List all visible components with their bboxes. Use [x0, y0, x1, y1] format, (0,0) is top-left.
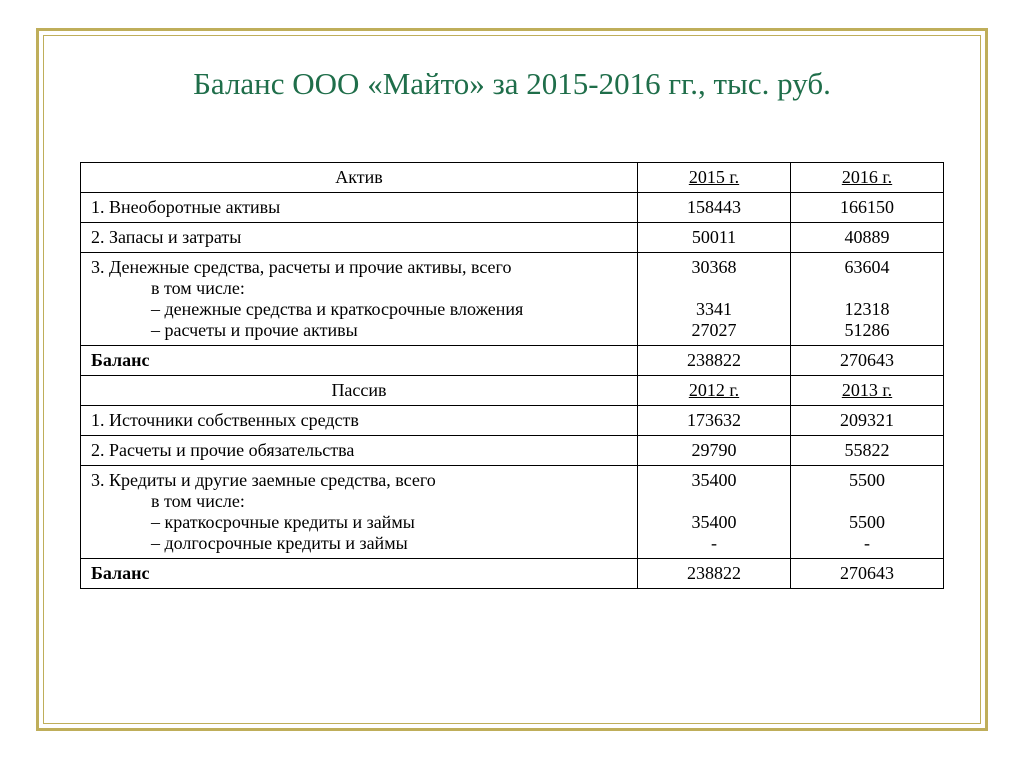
cell-value: 5500 [849, 470, 885, 490]
aktiv-year-2: 2016 г. [791, 163, 944, 193]
passiv-r2-label: 2. Расчеты и прочие обязательства [81, 436, 638, 466]
passiv-r3-v1: 35400 35400 - [638, 466, 791, 559]
passiv-r3-v2: 5500 5500 - [791, 466, 944, 559]
aktiv-r1-v1: 158443 [638, 193, 791, 223]
passiv-r3-sub1: – краткосрочные кредиты и займы [91, 512, 627, 533]
passiv-r3-sub2: – долгосрочные кредиты и займы [91, 533, 627, 554]
table-row: 1. Источники собственных средств 173632 … [81, 406, 944, 436]
aktiv-r3-sub2: – расчеты и прочие активы [91, 320, 627, 341]
aktiv-r3-sub: в том числе: [91, 278, 627, 299]
passiv-r1-v1: 173632 [638, 406, 791, 436]
cell-value: 27027 [692, 320, 737, 340]
outer-frame: Баланс ООО «Майто» за 2015-2016 гг., тыс… [36, 28, 988, 731]
cell-value: 12318 [845, 299, 890, 319]
slide: Баланс ООО «Майто» за 2015-2016 гг., тыс… [0, 0, 1024, 767]
passiv-r1-v2: 209321 [791, 406, 944, 436]
table-row: 3. Денежные средства, расчеты и прочие а… [81, 253, 944, 346]
aktiv-r3-v1: 30368 3341 27027 [638, 253, 791, 346]
passiv-year-1: 2012 г. [638, 376, 791, 406]
cell-value: 51286 [845, 320, 890, 340]
balance-table: Актив 2015 г. 2016 г. 1. Внеоборотные ак… [80, 162, 944, 589]
cell-value: 35400 [692, 470, 737, 490]
passiv-r3-label: 3. Кредиты и другие заемные средства, вс… [81, 466, 638, 559]
aktiv-balance-v2: 270643 [791, 346, 944, 376]
aktiv-year-1: 2015 г. [638, 163, 791, 193]
cell-value: 5500 [849, 512, 885, 532]
passiv-balance-label: Баланс [81, 559, 638, 589]
aktiv-r3-label: 3. Денежные средства, расчеты и прочие а… [81, 253, 638, 346]
passiv-r2-v2: 55822 [791, 436, 944, 466]
passiv-r3-main: 3. Кредиты и другие заемные средства, вс… [91, 470, 436, 490]
aktiv-balance-label: Баланс [81, 346, 638, 376]
passiv-header-row: Пассив 2012 г. 2013 г. [81, 376, 944, 406]
page-title: Баланс ООО «Майто» за 2015-2016 гг., тыс… [80, 66, 944, 102]
passiv-r3-sub: в том числе: [91, 491, 627, 512]
table-row: 2. Расчеты и прочие обязательства 29790 … [81, 436, 944, 466]
cell-value: 63604 [845, 257, 890, 277]
cell-value: 30368 [692, 257, 737, 277]
passiv-balance-v1: 238822 [638, 559, 791, 589]
passiv-r2-v1: 29790 [638, 436, 791, 466]
aktiv-r1-label: 1. Внеоборотные активы [81, 193, 638, 223]
aktiv-header: Актив [81, 163, 638, 193]
cell-value: - [711, 533, 717, 553]
aktiv-r2-v1: 50011 [638, 223, 791, 253]
aktiv-r3-sub1: – денежные средства и краткосрочные влож… [91, 299, 627, 320]
table-row: Баланс 238822 270643 [81, 346, 944, 376]
passiv-balance-v2: 270643 [791, 559, 944, 589]
cell-value: - [864, 533, 870, 553]
table-row: Баланс 238822 270643 [81, 559, 944, 589]
aktiv-balance-v1: 238822 [638, 346, 791, 376]
passiv-r1-label: 1. Источники собственных средств [81, 406, 638, 436]
aktiv-header-row: Актив 2015 г. 2016 г. [81, 163, 944, 193]
table-row: 1. Внеоборотные активы 158443 166150 [81, 193, 944, 223]
passiv-year-2: 2013 г. [791, 376, 944, 406]
table-row: 2. Запасы и затраты 50011 40889 [81, 223, 944, 253]
passiv-header: Пассив [81, 376, 638, 406]
aktiv-r3-main: 3. Денежные средства, расчеты и прочие а… [91, 257, 511, 277]
cell-value: 35400 [692, 512, 737, 532]
aktiv-r2-label: 2. Запасы и затраты [81, 223, 638, 253]
aktiv-r3-v2: 63604 12318 51286 [791, 253, 944, 346]
table-row: 3. Кредиты и другие заемные средства, вс… [81, 466, 944, 559]
aktiv-r2-v2: 40889 [791, 223, 944, 253]
aktiv-r1-v2: 166150 [791, 193, 944, 223]
inner-frame: Баланс ООО «Майто» за 2015-2016 гг., тыс… [43, 35, 981, 724]
cell-value: 3341 [696, 299, 732, 319]
